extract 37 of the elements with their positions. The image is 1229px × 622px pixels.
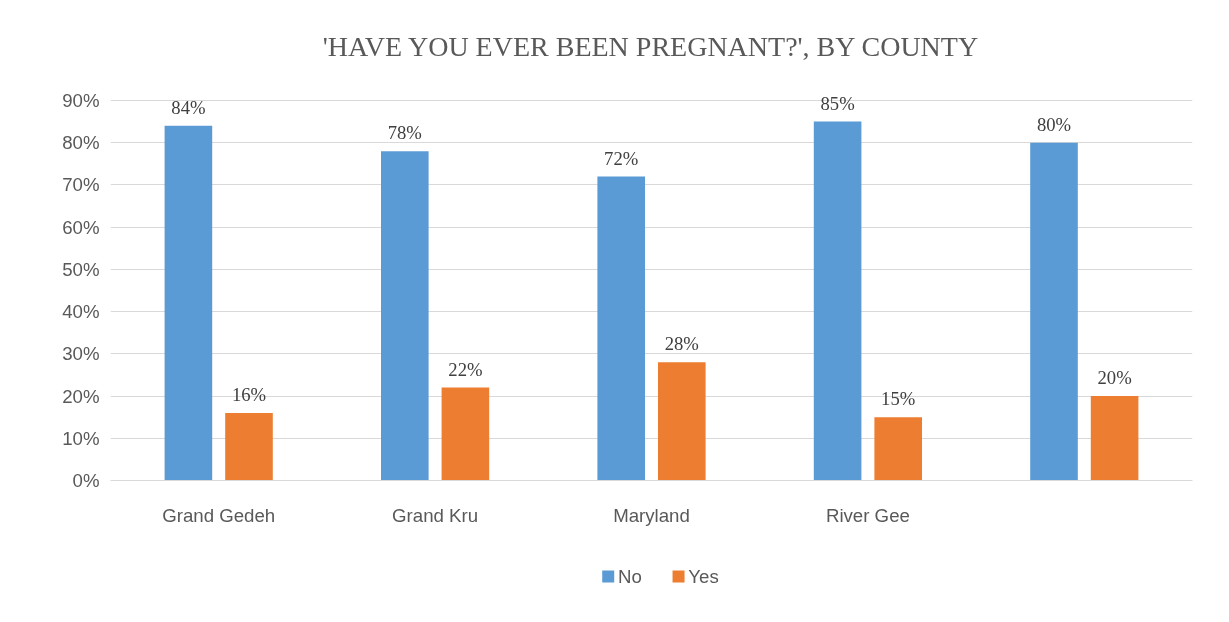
x-tick-label: River Gee: [825, 504, 910, 526]
legend-label: Yes: [688, 566, 719, 587]
y-tick-label: 80%: [62, 132, 100, 154]
bar: [597, 176, 646, 481]
y-tick-label: 10%: [62, 427, 100, 449]
data-label: 16%: [231, 383, 267, 405]
y-tick-label: 60%: [62, 216, 100, 238]
y-tick-label: 70%: [62, 174, 100, 196]
data-label: 84%: [171, 96, 206, 118]
legend-label: No: [617, 566, 642, 587]
bar: [441, 387, 490, 481]
y-tick-label: 0%: [72, 470, 100, 491]
data-label: 78%: [387, 122, 422, 144]
data-label: 22%: [448, 358, 483, 380]
bar: [1090, 396, 1139, 481]
data-label: 20%: [1097, 367, 1132, 389]
y-tick-label: 30%: [62, 343, 100, 365]
x-tick-label: Grand Kru: [392, 504, 479, 526]
y-tick-label: 20%: [62, 385, 100, 407]
data-label: 85%: [820, 92, 855, 114]
bar: [381, 151, 429, 481]
chart-title: 'HAVE YOU EVER BEEN PREGNANT?', BY COUNTY: [322, 30, 979, 62]
bar: [657, 362, 706, 481]
x-tick-label: Maryland: [613, 504, 690, 526]
bar: [874, 417, 922, 481]
x-tick-label: Grand Gedeh: [162, 504, 276, 526]
bar: [164, 125, 213, 481]
y-tick-label: 90%: [62, 90, 100, 111]
bar: [225, 412, 273, 481]
bar: [813, 121, 862, 481]
data-label: 15%: [881, 388, 916, 410]
data-label: 80%: [1036, 113, 1072, 135]
bar: [1030, 142, 1078, 481]
y-tick-label: 50%: [62, 258, 100, 280]
data-label: 28%: [664, 333, 699, 355]
data-label: 72%: [604, 147, 639, 169]
y-tick-label: 40%: [62, 301, 100, 323]
